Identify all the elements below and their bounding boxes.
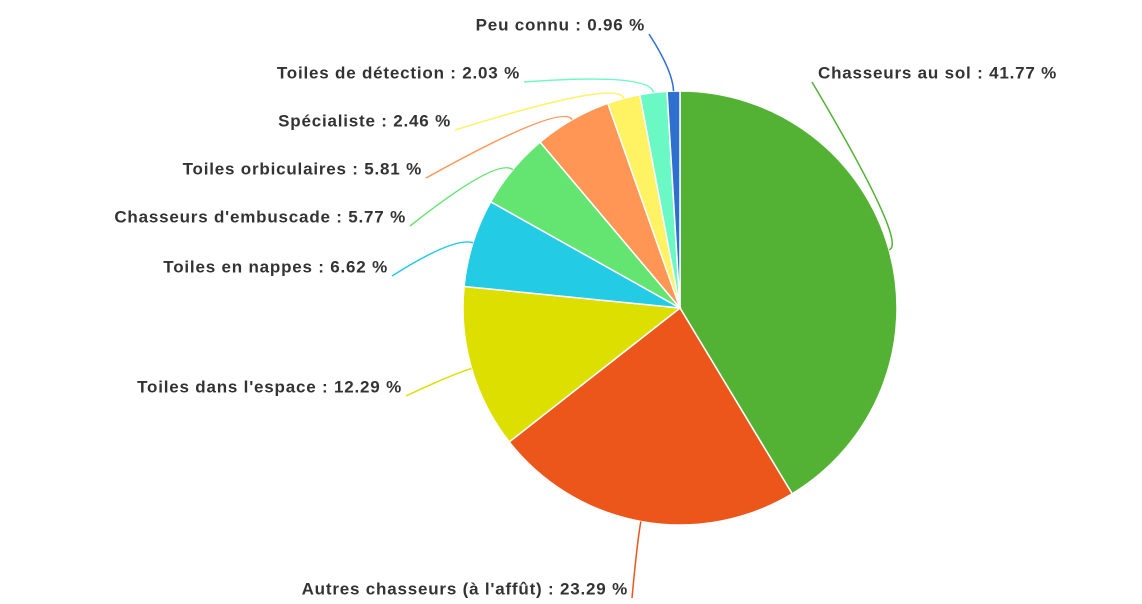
data-label: Spécialiste : 2.46 % — [278, 111, 451, 130]
data-label: Autres chasseurs (à l'affût) : 23.29 % — [302, 579, 628, 598]
pie-slice — [679, 90, 898, 495]
leader-line — [811, 81, 893, 251]
data-label: Chasseurs d'embuscade : 5.77 % — [114, 207, 406, 226]
leader-line — [409, 167, 514, 227]
data-label: Toiles de détection : 2.03 % — [277, 63, 520, 82]
leader-line — [391, 241, 474, 277]
pie-slice — [666, 90, 681, 309]
data-label: Chasseurs au sol : 41.77 % — [818, 63, 1057, 82]
data-label: Peu connu : 0.96 % — [476, 15, 645, 34]
leader-line — [425, 115, 573, 179]
leader-line — [631, 521, 642, 599]
data-label: Toiles orbiculaires : 5.81 % — [183, 159, 422, 178]
leader-line — [405, 367, 472, 397]
data-label: Toiles en nappes : 6.62 % — [163, 257, 388, 276]
data-label: Toiles dans l'espace : 12.29 % — [137, 377, 402, 396]
leader-line — [454, 92, 625, 131]
leader-line — [523, 78, 655, 93]
leader-line — [648, 33, 675, 92]
